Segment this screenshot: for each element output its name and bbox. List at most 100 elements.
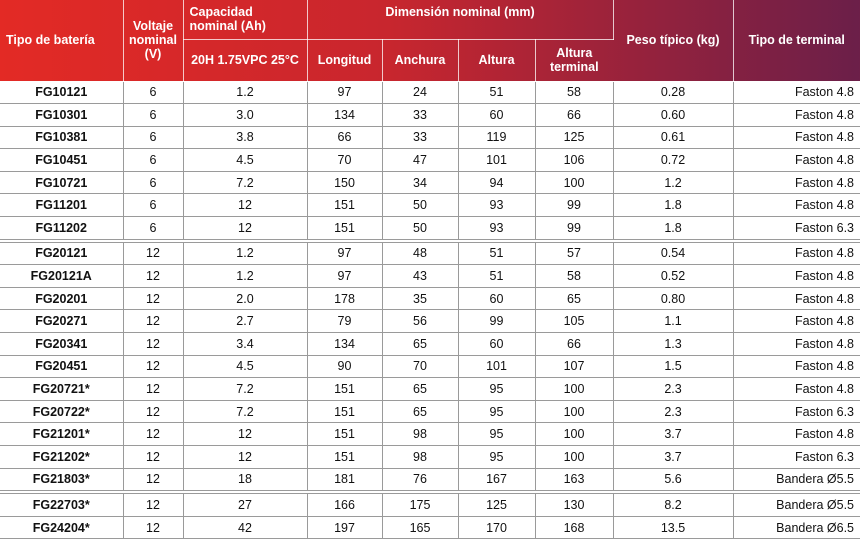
cell-capacity: 12 [183,422,308,446]
cell-length: 151 [307,377,383,401]
cell-length: 150 [307,171,383,195]
cell-battery-type: FG20721* [0,377,124,401]
cell-width: 70 [382,355,459,379]
table-row: FG21803* 12 18 181 76 167 163 5.6 Bandera Ø5.5 [0,468,860,493]
cell-voltage: 12 [123,400,184,424]
table-row: FG10381 6 3.8 66 33 119 125 0.61 Faston 4.8 [0,126,860,150]
cell-terminal-height: 100 [535,445,614,469]
table-row: FG10451 6 4.5 70 47 101 106 0.72 Faston 4.8 [0,148,860,172]
cell-voltage: 6 [123,81,184,105]
cell-length: 151 [307,193,383,218]
cell-battery-type: FG11201 [0,193,124,218]
cell-battery-type: FG20121 [0,238,124,266]
cell-height: 99 [458,309,536,334]
cell-terminal-height: 99 [535,193,614,218]
cell-voltage: 6 [123,103,184,127]
cell-terminal-type: Bandera Ø5.5 [733,490,860,517]
table-row: FG10121 6 1.2 97 24 51 58 0.28 Faston 4.8 [0,81,860,105]
cell-width: 56 [382,309,459,334]
cell-terminal-height: 57 [535,238,614,266]
cell-weight: 5.6 [613,468,734,493]
cell-terminal-height: 58 [535,81,614,105]
cell-battery-type: FG10451 [0,148,124,172]
cell-width: 24 [382,81,459,105]
cell-terminal-height: 130 [535,490,614,517]
cell-height: 60 [458,103,536,127]
table-header: Tipo de batería Voltaje nominal (V) Capa… [0,0,860,82]
cell-voltage: 12 [123,238,184,266]
cell-capacity: 12 [183,216,308,242]
cell-weight: 0.61 [613,126,734,150]
header-weight: Peso típico (kg) [613,0,734,82]
cell-weight: 2.3 [613,400,734,424]
cell-voltage: 12 [123,377,184,401]
cell-length: 90 [307,355,383,379]
cell-width: 65 [382,400,459,424]
cell-height: 95 [458,445,536,469]
cell-terminal-type: Faston 4.8 [733,126,860,150]
cell-length: 66 [307,126,383,150]
cell-weight: 1.5 [613,355,734,379]
cell-length: 70 [307,148,383,172]
cell-capacity: 3.4 [183,332,308,356]
header-height: Altura [458,39,536,82]
table-row: FG20271 12 2.7 79 56 99 105 1.1 Faston 4.8 [0,309,860,334]
table-row: FG11201 6 12 151 50 93 99 1.8 Faston 4.8 [0,193,860,218]
cell-height: 119 [458,126,536,150]
header-battery-type: Tipo de batería [0,0,124,82]
cell-voltage: 6 [123,148,184,172]
cell-capacity: 18 [183,468,308,493]
cell-battery-type: FG20271 [0,309,124,334]
cell-height: 170 [458,516,536,540]
cell-terminal-height: 163 [535,468,614,493]
cell-terminal-type: Faston 4.8 [733,355,860,379]
cell-width: 50 [382,216,459,242]
cell-battery-type: FG21202* [0,445,124,469]
cell-weight: 3.7 [613,422,734,446]
cell-capacity: 1.2 [183,264,308,288]
cell-terminal-type: Faston 6.3 [733,400,860,424]
cell-length: 134 [307,103,383,127]
cell-terminal-type: Faston 4.8 [733,81,860,105]
cell-terminal-height: 105 [535,309,614,334]
cell-terminal-height: 106 [535,148,614,172]
cell-weight: 0.54 [613,238,734,266]
cell-weight: 8.2 [613,490,734,517]
cell-length: 97 [307,264,383,288]
cell-battery-type: FG22703* [0,490,124,517]
cell-length: 97 [307,238,383,266]
header-dimension: Dimensión nominal (mm) [307,0,614,40]
cell-width: 34 [382,171,459,195]
cell-battery-type: FG11202 [0,216,124,242]
cell-width: 175 [382,490,459,517]
cell-capacity: 27 [183,490,308,517]
cell-weight: 0.80 [613,287,734,311]
cell-terminal-type: Faston 6.3 [733,216,860,242]
cell-battery-type: FG21803* [0,468,124,493]
cell-height: 51 [458,238,536,266]
cell-length: 151 [307,216,383,242]
cell-voltage: 12 [123,287,184,311]
cell-voltage: 12 [123,468,184,493]
cell-width: 48 [382,238,459,266]
cell-width: 33 [382,126,459,150]
cell-voltage: 6 [123,216,184,242]
cell-length: 151 [307,400,383,424]
cell-capacity: 12 [183,445,308,469]
table-row: FG20121 12 1.2 97 48 51 57 0.54 Faston 4.8 [0,238,860,266]
cell-height: 95 [458,422,536,446]
cell-height: 101 [458,355,536,379]
cell-height: 51 [458,81,536,105]
header-length: Longitud [307,39,383,82]
header-voltage: Voltaje nominal (V) [123,0,184,82]
table-row: FG21201* 12 12 151 98 95 100 3.7 Faston 4.8 [0,422,860,446]
cell-terminal-height: 66 [535,332,614,356]
cell-height: 125 [458,490,536,517]
cell-voltage: 12 [123,516,184,540]
cell-weight: 1.2 [613,171,734,195]
table-row: FG20451 12 4.5 90 70 101 107 1.5 Faston 4.8 [0,355,860,379]
cell-length: 134 [307,332,383,356]
cell-capacity: 3.0 [183,103,308,127]
header-capacity: Capacidad nominal (Ah) [183,0,308,40]
cell-terminal-height: 58 [535,264,614,288]
